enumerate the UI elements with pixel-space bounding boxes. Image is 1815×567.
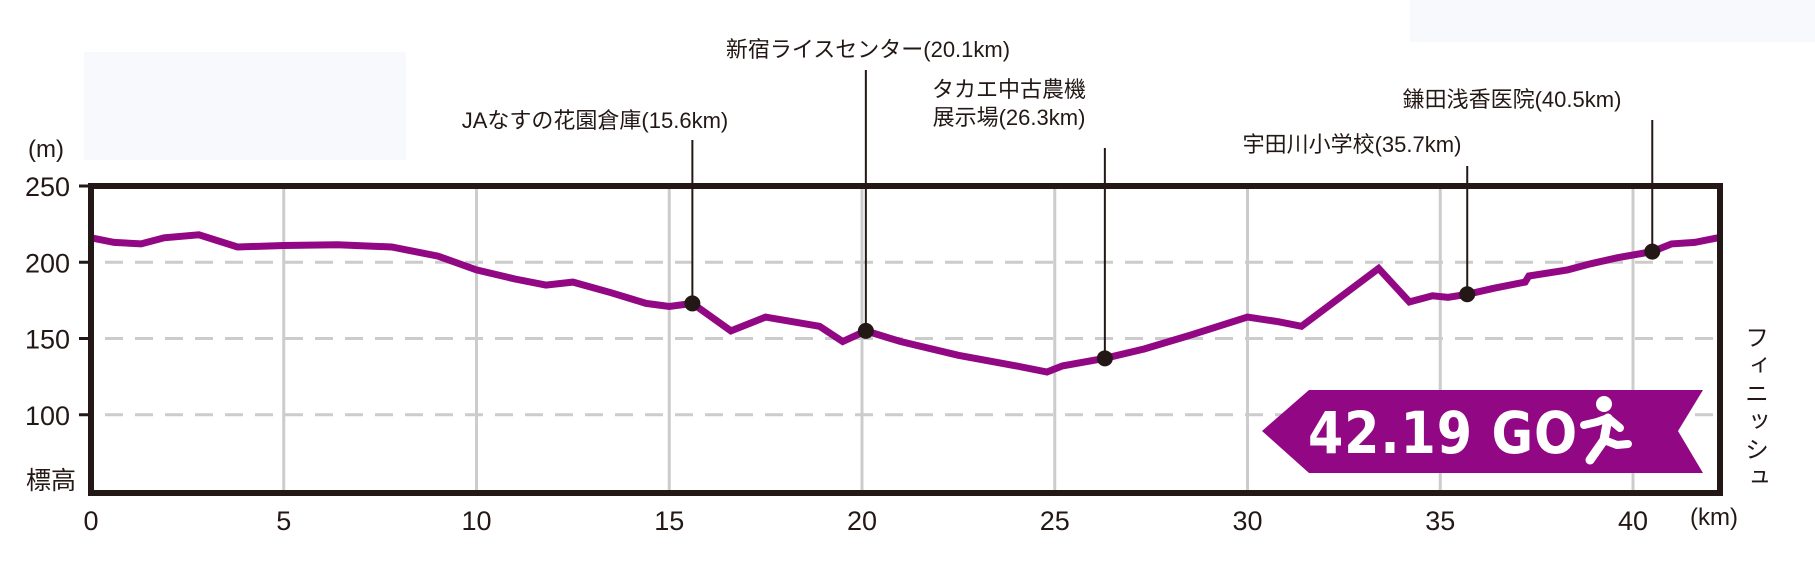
x-axis-unit: (km) [1690,504,1738,531]
distance-badge: 42.19 GO [1262,390,1703,473]
landmark-marker [684,295,701,312]
y-tick-label: 100 [25,401,70,431]
y-tick-label: 250 [25,172,70,202]
x-tick-label: 20 [847,506,877,536]
landmark-label: タカエ中古農機 [932,77,1086,102]
finish-label: フィニッシュ [1741,325,1768,493]
landmark-label: 宇田川小学校(35.7km) [1243,132,1462,157]
landmark-marker [1644,243,1661,260]
landmark-label: JAなすの花園倉庫(15.6km) [462,108,728,133]
landmark-annotation: JAなすの花園倉庫(15.6km) [462,108,728,312]
blank-region-left [84,52,406,160]
blank-region-right [1410,0,1815,42]
x-tick-label: 40 [1618,506,1648,536]
x-tick-label: 5 [276,506,291,536]
landmark-marker [1096,350,1113,367]
y-axis-unit: (m) [28,136,64,163]
y-axis-caption: 標高 [26,467,76,495]
landmark-annotations: JAなすの花園倉庫(15.6km) 新宿ライスセンター(20.1km) タカエ中古農… [462,37,1661,367]
x-tick-label: 30 [1232,506,1262,536]
axes: (m) 標高 (km) フィニッシュ 250 200 150 100 0 5 10 15 20 2… [25,136,1768,536]
landmark-label: 展示場(26.3km) [933,105,1086,130]
x-tick-label: 35 [1425,506,1455,536]
y-tick-label: 200 [25,248,70,278]
elevation-line [90,231,1719,376]
landmark-annotation: 新宿ライスセンター(20.1km) [726,37,1010,339]
landmark-marker [857,322,874,339]
badge-text: 42.19 GO [1308,399,1578,467]
x-tick-label: 25 [1040,506,1070,536]
x-tick-label: 15 [654,506,684,536]
y-tick-label: 150 [25,325,70,355]
landmark-label: 新宿ライスセンター(20.1km) [726,37,1010,62]
x-tick-label: 0 [83,506,98,536]
elevation-polyline [90,231,1719,376]
landmark-label: 鎌田浅香医院(40.5km) [1403,87,1622,112]
landmark-annotation: 鎌田浅香医院(40.5km) [1403,87,1661,260]
landmark-marker [1459,286,1476,303]
x-tick-label: 10 [461,506,491,536]
runner-icon [1580,396,1632,465]
